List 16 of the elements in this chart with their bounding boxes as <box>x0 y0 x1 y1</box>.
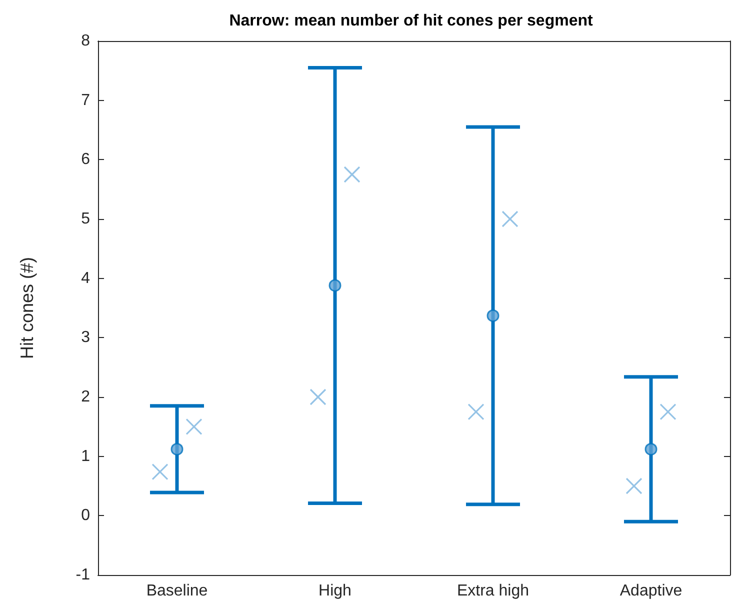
y-tick-label: 6 <box>81 151 90 168</box>
chart-title: Narrow: mean number of hit cones per segment <box>229 12 594 30</box>
y-tick-label: 8 <box>81 32 90 50</box>
y-tick-label: 1 <box>81 448 90 465</box>
y-tick-label: 5 <box>81 210 90 228</box>
y-tick-label: -1 <box>76 566 90 584</box>
y-tick-label: 4 <box>81 270 90 287</box>
x-tick-label: Baseline <box>146 582 208 600</box>
y-tick-label: 3 <box>81 329 90 346</box>
x-tick-label: Adaptive <box>620 582 682 600</box>
y-tick-label: 7 <box>81 92 90 109</box>
y-axis-title: Hit cones (#) <box>17 256 37 360</box>
x-tick-label: Extra high <box>456 582 530 600</box>
y-tick-label: 0 <box>81 507 90 524</box>
x-tick-label: High <box>318 582 352 600</box>
y-tick-label: 2 <box>81 388 90 406</box>
